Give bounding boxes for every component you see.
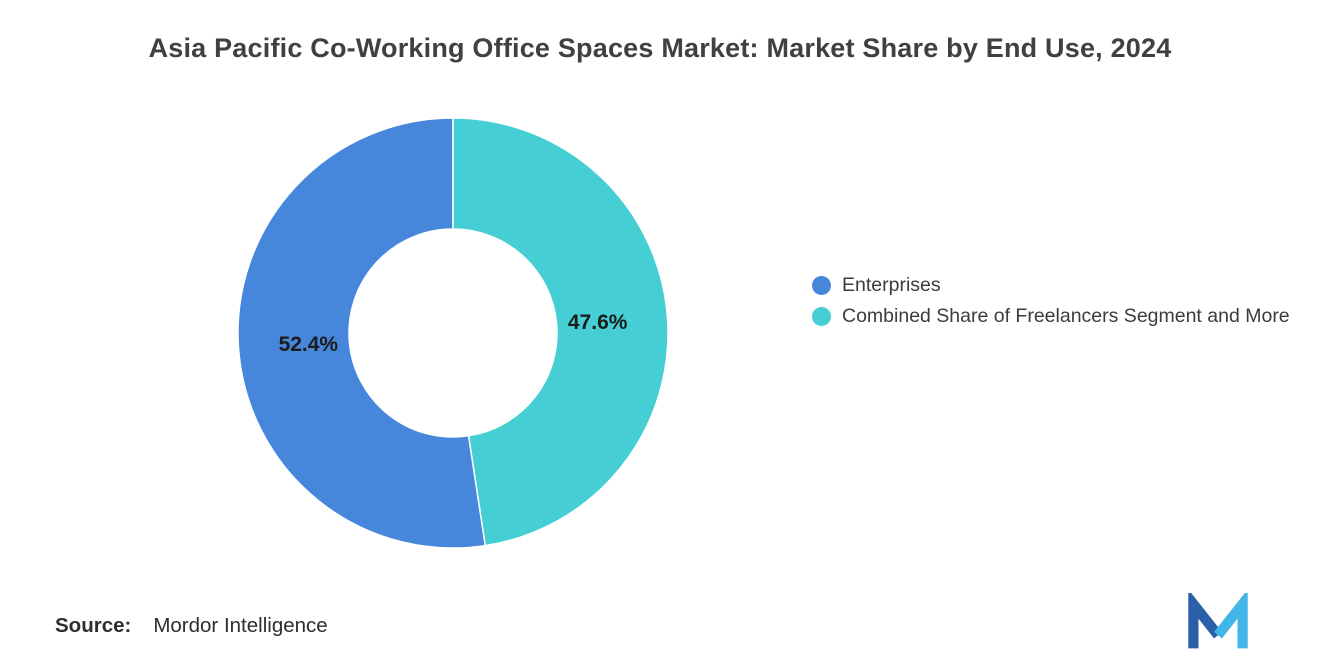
- donut-slice-label-1: 47.6%: [568, 311, 628, 334]
- legend-item-freelancers: Combined Share of Freelancers Segment an…: [812, 302, 1290, 331]
- source-line: Source: Mordor Intelligence: [55, 614, 328, 638]
- logo-right-stroke: [1213, 593, 1248, 649]
- legend-dot-enterprises: [812, 276, 831, 295]
- legend-item-enterprises: Enterprises: [812, 271, 1290, 300]
- donut-slice-0: [237, 117, 487, 549]
- mordor-intelligence-logo: [1188, 593, 1248, 649]
- legend-dot-freelancers: [812, 307, 831, 326]
- legend-label-enterprises: Enterprises: [842, 274, 941, 296]
- chart-legend: Enterprises Combined Share of Freelancer…: [812, 271, 1290, 333]
- source-prefix: Source:: [55, 614, 132, 637]
- source-text: Mordor Intelligence: [153, 614, 328, 637]
- donut-slice-label-0: 52.4%: [279, 333, 339, 356]
- donut-slice-1: [452, 117, 669, 547]
- logo-left-stroke: [1188, 593, 1223, 649]
- chart-title: Asia Pacific Co-Working Office Spaces Ma…: [148, 33, 1172, 63]
- legend-label-freelancers: Combined Share of Freelancers Segment an…: [842, 305, 1290, 327]
- donut-chart: 52.4% 47.6%: [237, 117, 669, 549]
